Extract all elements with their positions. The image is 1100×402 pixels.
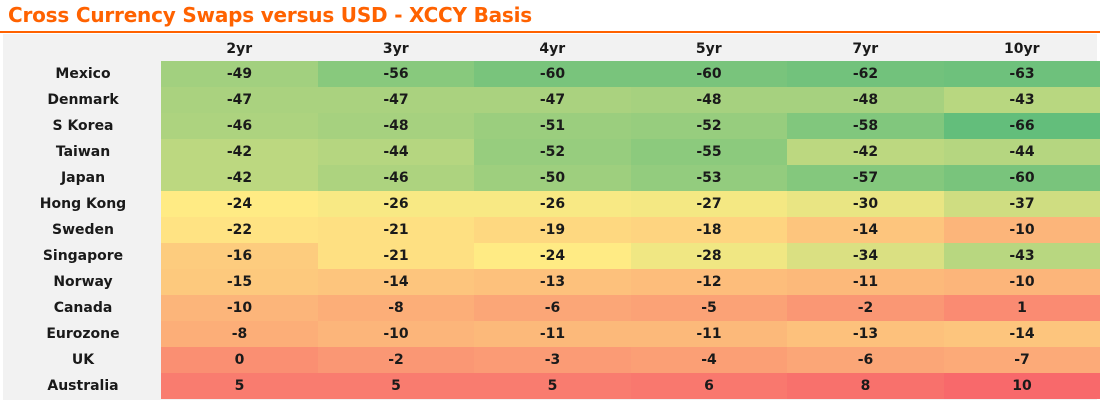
row-label: Australia xyxy=(47,378,119,394)
column-header: 3yr xyxy=(382,41,409,57)
heatmap-cell: -13 xyxy=(787,321,944,347)
heatmap-cell: -30 xyxy=(787,191,944,217)
heatmap-cell: -14 xyxy=(787,217,944,243)
chart-title: Cross Currency Swaps versus USD - XCCY B… xyxy=(8,3,532,27)
heatmap-cell: -3 xyxy=(474,347,631,373)
row-label: Sweden xyxy=(52,222,114,238)
heatmap-cell: -50 xyxy=(474,165,631,191)
heatmap-cell: -13 xyxy=(474,269,631,295)
heatmap-cell: -28 xyxy=(630,243,788,269)
row-label: Mexico xyxy=(55,66,111,82)
heatmap-cell: -51 xyxy=(474,113,631,139)
heatmap-cell: -14 xyxy=(943,321,1100,347)
heatmap-cell: 1 xyxy=(943,295,1100,321)
heatmap-cell: -44 xyxy=(317,139,475,165)
heatmap-cell: -43 xyxy=(943,87,1100,113)
heatmap-cell: -10 xyxy=(317,321,475,347)
heatmap-cell: -48 xyxy=(630,87,788,113)
row-label: Denmark xyxy=(47,92,119,108)
heatmap-cell: -6 xyxy=(474,295,631,321)
heatmap-cell: -14 xyxy=(317,269,475,295)
title-rule xyxy=(0,31,1100,33)
heatmap-cell: -6 xyxy=(787,347,944,373)
heatmap-cell: -8 xyxy=(317,295,475,321)
heatmap-cell: -62 xyxy=(787,61,944,87)
heatmap-cell: -34 xyxy=(787,243,944,269)
heatmap-cell: -48 xyxy=(787,87,944,113)
heatmap-cell: -11 xyxy=(787,269,944,295)
heatmap-cell: -24 xyxy=(474,243,631,269)
heatmap-cell: -21 xyxy=(317,217,475,243)
heatmap-cell: -10 xyxy=(161,295,318,321)
heatmap-cell: -26 xyxy=(474,191,631,217)
heatmap-cell: -42 xyxy=(161,139,318,165)
heatmap-cell: -10 xyxy=(943,269,1100,295)
heatmap-cell: -27 xyxy=(630,191,788,217)
row-label: UK xyxy=(71,352,95,368)
heatmap-cell: -44 xyxy=(943,139,1100,165)
heatmap-cell: -47 xyxy=(474,87,631,113)
heatmap-cell: -7 xyxy=(943,347,1100,373)
row-label: Singapore xyxy=(42,248,124,264)
heatmap-cell: -5 xyxy=(630,295,788,321)
heatmap-cell: 5 xyxy=(161,373,318,399)
heatmap-cell: -43 xyxy=(943,243,1100,269)
heatmap-cell: -4 xyxy=(630,347,788,373)
heatmap-cell: 6 xyxy=(630,373,788,399)
heatmap-cell: -21 xyxy=(317,243,475,269)
heatmap-cell: -46 xyxy=(317,165,475,191)
heatmap-cell: -47 xyxy=(161,87,318,113)
heatmap-cell: -19 xyxy=(474,217,631,243)
heatmap-cell: -63 xyxy=(943,61,1100,87)
heatmap-cell: 0 xyxy=(161,347,318,373)
heatmap-cell: -24 xyxy=(161,191,318,217)
column-header: 5yr xyxy=(695,41,722,57)
heatmap-cell: -57 xyxy=(787,165,944,191)
heatmap-cell: -47 xyxy=(317,87,475,113)
heatmap-cell: -26 xyxy=(317,191,475,217)
heatmap-cell: -49 xyxy=(161,61,318,87)
heatmap-cell: -58 xyxy=(787,113,944,139)
row-label: Norway xyxy=(53,274,113,290)
heatmap-cell: -22 xyxy=(161,217,318,243)
heatmap-cell: -55 xyxy=(630,139,788,165)
heatmap-cell: -12 xyxy=(630,269,788,295)
heatmap-cell: -11 xyxy=(474,321,631,347)
heatmap-cell: -66 xyxy=(943,113,1100,139)
heatmap-cell: -60 xyxy=(630,61,788,87)
heatmap-cell: -53 xyxy=(630,165,788,191)
heatmap-cell: -8 xyxy=(161,321,318,347)
row-label: Canada xyxy=(53,300,113,316)
heatmap-cell: -37 xyxy=(943,191,1100,217)
row-label: Taiwan xyxy=(55,144,111,160)
heatmap-cell: 8 xyxy=(787,373,944,399)
heatmap-cell: -42 xyxy=(161,165,318,191)
heatmap-cell: -60 xyxy=(474,61,631,87)
heatmap-cell: -48 xyxy=(317,113,475,139)
column-header: 2yr xyxy=(226,41,253,57)
row-label: Eurozone xyxy=(46,326,120,342)
row-label: S Korea xyxy=(52,118,114,134)
column-header: 10yr xyxy=(1003,41,1040,57)
heatmap-cell: -56 xyxy=(317,61,475,87)
heatmap-cell: -42 xyxy=(787,139,944,165)
heatmap-cell: -60 xyxy=(943,165,1100,191)
heatmap-cell: 5 xyxy=(474,373,631,399)
heatmap-cell: 5 xyxy=(317,373,475,399)
heatmap-cell: -16 xyxy=(161,243,318,269)
heatmap-cell: -11 xyxy=(630,321,788,347)
heatmap-cell: -46 xyxy=(161,113,318,139)
row-label: Japan xyxy=(60,170,106,186)
column-header: 7yr xyxy=(852,41,879,57)
heatmap-cell: -2 xyxy=(317,347,475,373)
heatmap-cell: -52 xyxy=(630,113,788,139)
heatmap-cell: 10 xyxy=(943,373,1100,399)
heatmap-cell: -52 xyxy=(474,139,631,165)
heatmap-cell: -10 xyxy=(943,217,1100,243)
column-header: 4yr xyxy=(539,41,566,57)
heatmap-cell: -15 xyxy=(161,269,318,295)
heatmap-cell: -2 xyxy=(787,295,944,321)
row-label: Hong Kong xyxy=(39,196,127,212)
heatmap-cell: -18 xyxy=(630,217,788,243)
